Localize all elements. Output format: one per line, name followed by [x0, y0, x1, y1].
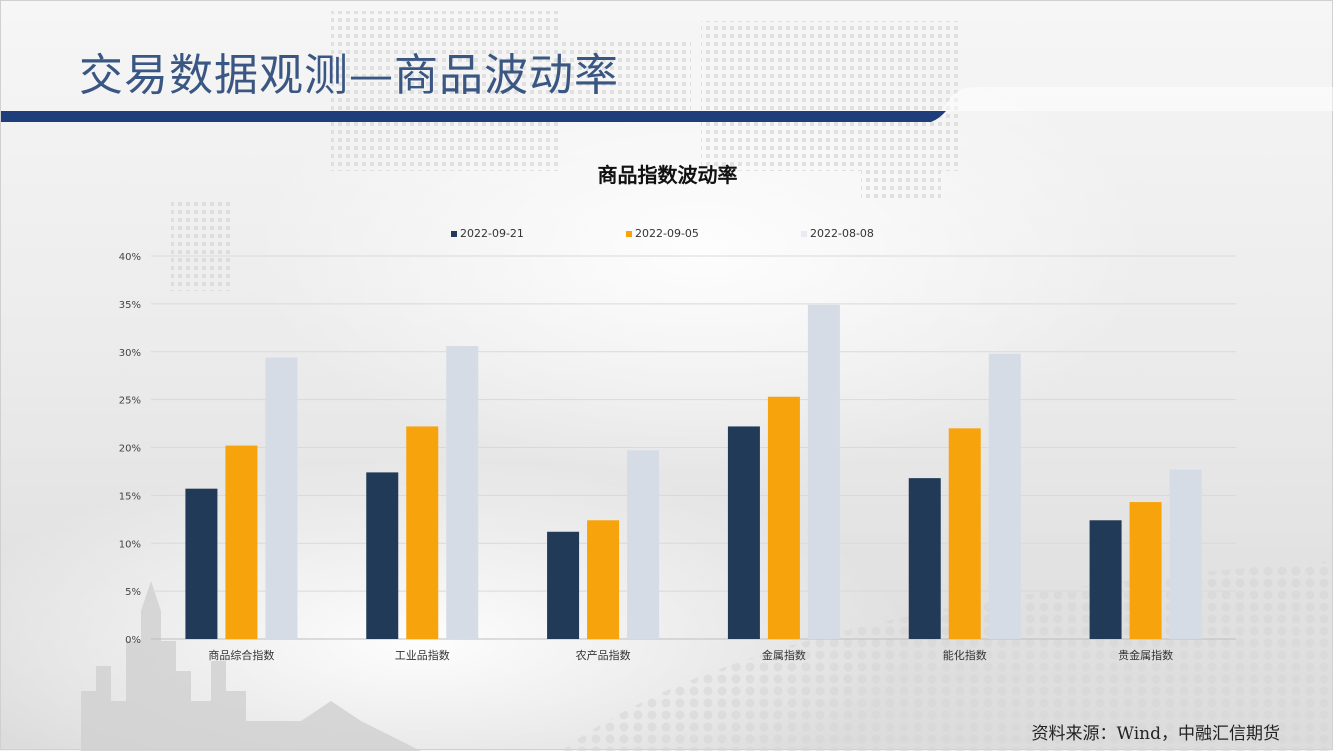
legend-swatch-series-1 — [451, 230, 457, 237]
y-tick-label: 25% — [119, 396, 141, 407]
bar-1 — [366, 472, 399, 639]
legend-item-series-2: 2022-09-05 — [626, 227, 699, 240]
bar-2 — [1129, 502, 1162, 639]
bar-3 — [265, 357, 298, 639]
y-tick-label: 40% — [119, 252, 141, 263]
y-tick-label: 10% — [119, 539, 141, 550]
x-category-label: 能化指数 — [943, 648, 987, 662]
legend-label-series-2: 2022-09-05 — [635, 227, 699, 240]
legend-swatch-series-2 — [626, 230, 632, 237]
bar-3 — [988, 353, 1021, 639]
legend-swatch-series-3 — [801, 230, 807, 237]
bar-1 — [908, 478, 941, 639]
y-tick-label: 15% — [119, 491, 141, 502]
legend-item-series-3: 2022-08-08 — [801, 227, 874, 240]
bar-1 — [547, 531, 580, 639]
chart-title: 商品指数波动率 — [597, 163, 738, 187]
bar-3 — [446, 346, 479, 639]
y-tick-label: 35% — [119, 300, 141, 311]
page-title: 交易数据观测—商品波动率 — [79, 50, 619, 101]
bar-1 — [185, 488, 218, 639]
x-category-label: 农产品指数 — [576, 648, 631, 662]
bar-2 — [406, 426, 439, 639]
y-tick-label: 0% — [125, 635, 141, 646]
legend-label-series-3: 2022-08-08 — [810, 227, 874, 240]
y-tick-label: 30% — [119, 348, 141, 359]
bar-3 — [1169, 469, 1202, 639]
header-bar — [1, 87, 1333, 122]
bar-3 — [807, 304, 840, 639]
bar-2 — [225, 445, 258, 639]
bar-2 — [948, 428, 981, 639]
y-tick-label: 20% — [119, 444, 141, 455]
legend-item-series-1: 2022-09-21 — [451, 227, 524, 240]
bar-2 — [767, 396, 800, 639]
bar-2 — [587, 520, 620, 639]
bar-1 — [727, 426, 760, 639]
x-category-label: 金属指数 — [762, 648, 806, 662]
x-category-label: 工业品指数 — [395, 648, 450, 662]
chart-legend: 2022-09-21 2022-09-05 2022-08-08 — [1, 227, 1333, 243]
legend-label-series-1: 2022-09-21 — [460, 227, 524, 240]
source-note: 资料来源：Wind，中融汇信期货 — [1031, 724, 1280, 744]
x-category-label: 贵金属指数 — [1118, 648, 1173, 662]
x-category-label: 商品综合指数 — [208, 648, 274, 662]
bar-1 — [1089, 520, 1122, 639]
y-tick-label: 5% — [125, 587, 141, 598]
bar-3 — [627, 450, 660, 639]
